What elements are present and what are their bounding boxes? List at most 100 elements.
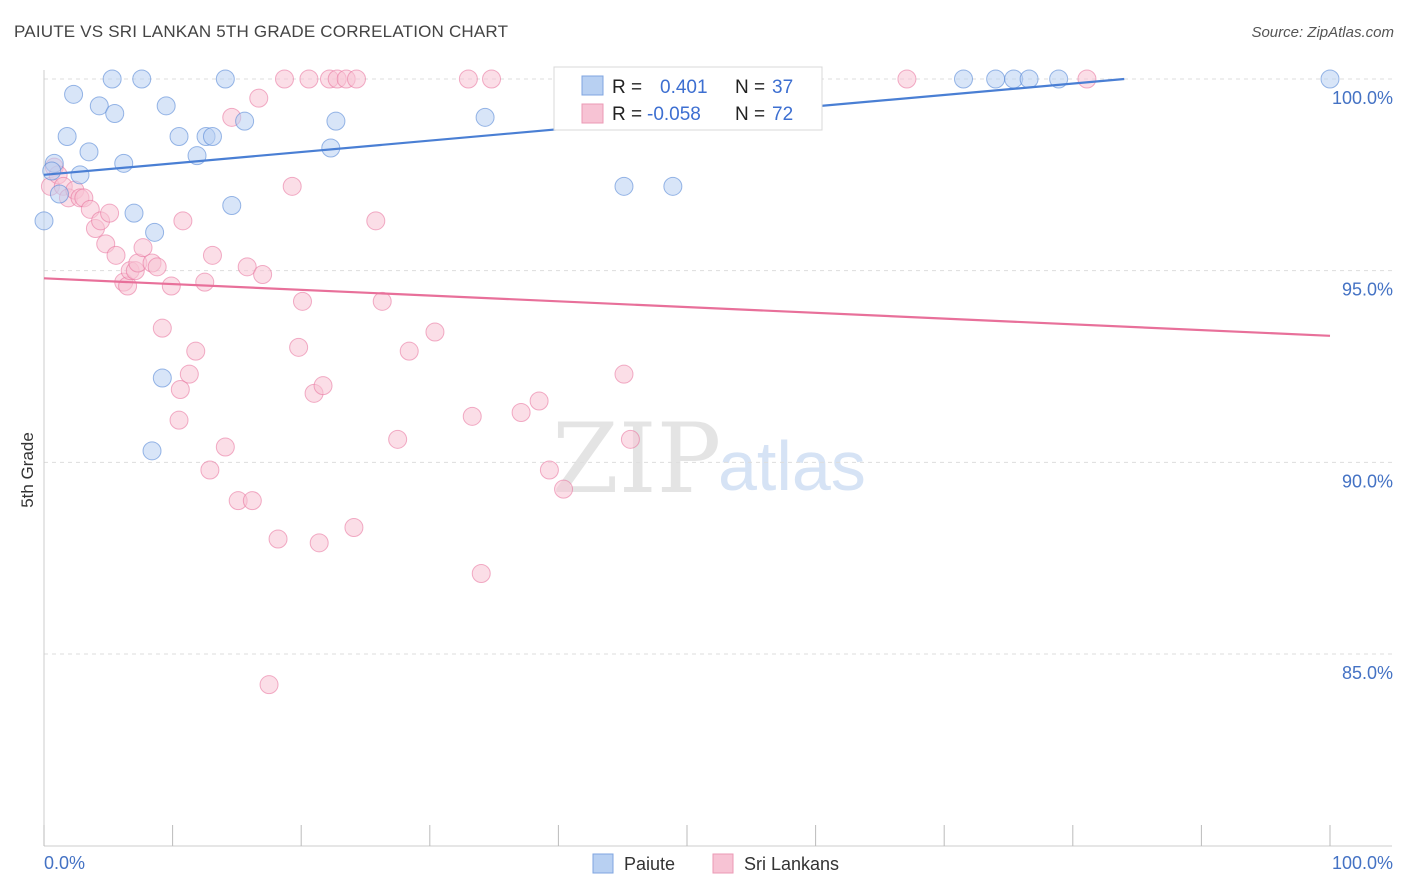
source-label: Source: ZipAtlas.com: [1251, 24, 1394, 41]
y-tick-label: 85.0%: [1342, 663, 1393, 683]
srilankan-point: [372, 291, 392, 311]
srilankan-point: [179, 364, 199, 384]
paiute-point: [57, 127, 77, 146]
x-ticks: [43, 825, 1331, 846]
paiute-point: [70, 165, 90, 185]
paiute-point: [105, 104, 125, 123]
paiute-point: [102, 69, 122, 89]
paiute-point: [145, 222, 165, 242]
srilankan-point: [173, 211, 193, 231]
srilankan-point: [200, 460, 220, 480]
paiute-point: [475, 107, 495, 127]
axes: [43, 70, 1392, 847]
paiute-point: [142, 441, 162, 461]
watermark-atlas: atlas: [718, 427, 866, 505]
srilankan-point: [170, 380, 190, 399]
srilankan-point: [100, 203, 120, 223]
srilankan-point: [237, 257, 257, 277]
paiute-point: [986, 69, 1006, 89]
srilankan-point: [554, 479, 574, 499]
paiute-point: [663, 176, 683, 196]
srilankan-point: [620, 429, 640, 449]
srilankan-point: [1077, 69, 1097, 89]
legend-srilankan-n-value: 72: [772, 104, 793, 125]
chart-title: PAIUTE VS SRI LANKAN 5TH GRADE CORRELATI…: [14, 22, 509, 41]
srilankan-point: [202, 245, 222, 265]
legend-srilankan-swatch: [581, 103, 604, 124]
paiute-point: [89, 96, 109, 116]
srilankan-point: [292, 291, 312, 311]
srilankan-point: [458, 69, 478, 89]
paiute-point: [235, 111, 255, 131]
legend-srilankan-r-label: R =: [612, 104, 642, 125]
srilankan-point: [529, 391, 549, 411]
srilankan-point: [425, 322, 445, 342]
srilankan-point: [133, 238, 153, 258]
paiute-point: [124, 203, 144, 223]
legend-paiute-r-label: R =: [612, 77, 642, 98]
srilankan-point: [147, 257, 167, 277]
series-legend-paiute-label: Paiute: [624, 854, 675, 874]
legend-paiute-r-value: 0.401: [660, 77, 708, 98]
paiute-point: [114, 153, 134, 173]
paiute-point: [49, 184, 69, 204]
paiute-point: [64, 84, 84, 104]
series-legend-srilankan-label: Sri Lankans: [744, 854, 839, 874]
gridlines: [44, 78, 1392, 655]
paiute-point: [34, 211, 54, 231]
srilankan-point: [614, 364, 634, 384]
srilankan-point: [289, 337, 309, 357]
srilankan-point: [313, 376, 333, 396]
x-tick-label-min: 0.0%: [44, 853, 85, 873]
srilankan-point: [169, 410, 189, 430]
y-tick-label: 100.0%: [1332, 88, 1393, 108]
srilankan-point: [366, 211, 386, 231]
srilankan-point: [388, 429, 408, 449]
srilankan-point: [309, 533, 329, 553]
legend-paiute-n-label: N =: [735, 77, 765, 98]
srilankan-point: [299, 69, 319, 89]
paiute-point: [1019, 69, 1039, 89]
paiute-point: [215, 69, 235, 89]
paiute-point: [1320, 69, 1340, 89]
srilankan-point: [186, 341, 206, 361]
paiute-point: [42, 161, 62, 181]
srilankan-point: [268, 529, 288, 549]
srilankan-point: [253, 265, 273, 284]
srilankan-point: [511, 403, 531, 422]
watermark-zip: ZIP: [552, 403, 721, 515]
srilankan-point: [282, 176, 302, 196]
y-tick-label: 95.0%: [1342, 280, 1393, 300]
srilankan-point: [249, 88, 269, 108]
srilankan-point: [539, 460, 559, 480]
srilankan-point: [897, 69, 917, 89]
srilankan-point: [106, 245, 126, 265]
paiute-point: [79, 142, 99, 162]
y-tick-labels: 100.0% 95.0% 90.0% 85.0%: [1332, 88, 1393, 683]
srilankan-trend-line: [43, 277, 1331, 337]
srilankan-point: [482, 69, 502, 89]
paiute-point: [156, 96, 176, 116]
srilankan-point: [259, 675, 279, 695]
series-srilankan-points: [40, 69, 1097, 695]
srilankan-point: [215, 437, 235, 457]
srilankan-point: [152, 318, 172, 338]
srilankan-point: [274, 69, 294, 89]
srilankan-point: [399, 341, 419, 361]
x-tick-label-max: 100.0%: [1332, 853, 1393, 873]
series-legend: Paiute Sri Lankans: [592, 853, 839, 874]
srilankan-point: [242, 491, 262, 511]
paiute-point: [953, 69, 973, 89]
paiute-point: [132, 69, 152, 89]
paiute-point: [326, 111, 346, 131]
legend-srilankan-n-label: N =: [735, 104, 765, 125]
series-legend-srilankan-swatch: [712, 853, 734, 874]
y-axis-label: 5th Grade: [18, 432, 37, 508]
srilankan-point: [195, 272, 215, 292]
y-tick-label: 90.0%: [1342, 471, 1393, 491]
watermark: ZIP atlas: [552, 403, 866, 515]
srilankan-point: [471, 564, 491, 583]
series-paiute-points: [34, 69, 1340, 461]
legend-paiute-n-value: 37: [772, 77, 793, 98]
